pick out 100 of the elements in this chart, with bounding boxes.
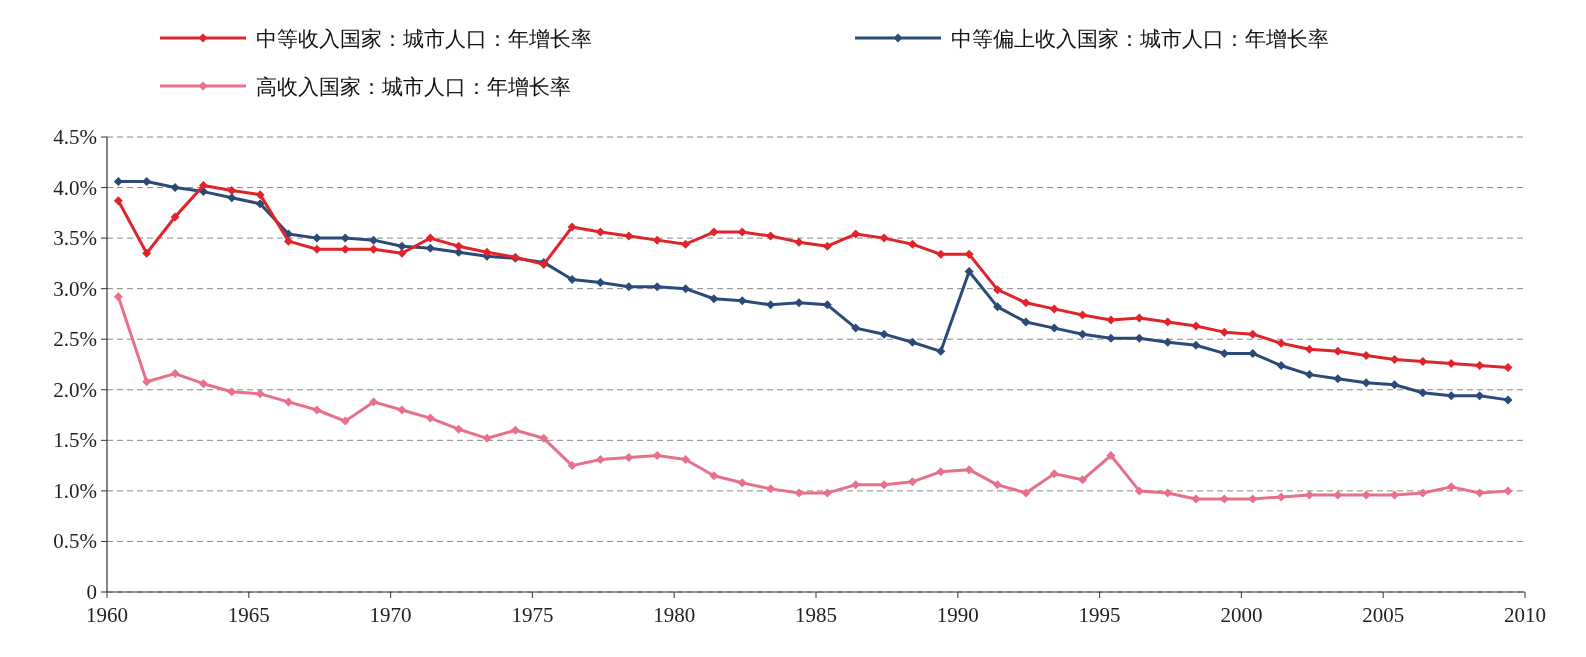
y-tick-label: 0 — [86, 580, 97, 604]
point — [1219, 348, 1229, 358]
point — [1106, 451, 1116, 460]
point — [1078, 329, 1088, 339]
point — [964, 249, 974, 259]
point — [1446, 391, 1456, 401]
point — [340, 244, 350, 254]
point — [964, 465, 974, 475]
point — [1475, 391, 1485, 401]
point — [284, 397, 293, 407]
point — [1248, 348, 1258, 358]
point — [1191, 321, 1201, 331]
point — [1163, 337, 1173, 347]
y-tick-label: 1.0% — [53, 478, 97, 503]
point — [1390, 354, 1400, 364]
x-tick-label: 1970 — [369, 603, 412, 627]
point — [454, 424, 464, 434]
point — [681, 284, 691, 294]
point — [198, 181, 208, 191]
point — [624, 231, 634, 241]
point — [766, 231, 776, 241]
point — [482, 247, 492, 257]
point — [454, 241, 464, 251]
y-tick-label: 3.0% — [53, 276, 97, 301]
point — [794, 298, 804, 308]
y-tick-label: 4.5% — [53, 125, 97, 149]
point — [1106, 333, 1116, 343]
point — [1390, 380, 1400, 390]
point — [227, 387, 237, 397]
x-tick-label: 1965 — [227, 603, 270, 627]
point — [1361, 378, 1371, 388]
point — [1446, 358, 1456, 368]
point — [397, 248, 407, 258]
point — [936, 346, 946, 356]
point — [1304, 344, 1314, 354]
point — [993, 480, 1002, 490]
point — [766, 484, 776, 494]
x-tick-label: 2010 — [1504, 603, 1546, 627]
point — [142, 176, 152, 186]
point — [425, 413, 435, 423]
point — [1021, 488, 1031, 498]
point — [1446, 482, 1456, 492]
point — [425, 233, 435, 243]
point — [340, 416, 350, 426]
x-tick-label: 1960 — [86, 603, 128, 627]
x-tick-label: 1990 — [936, 603, 979, 627]
y-tick-label: 3.5% — [53, 226, 97, 251]
x-tick-label: 1995 — [1078, 603, 1121, 627]
point — [624, 282, 634, 292]
point — [1049, 469, 1059, 479]
point — [1078, 475, 1088, 485]
point — [879, 480, 889, 490]
point — [879, 329, 889, 339]
point — [624, 453, 634, 463]
point — [879, 233, 889, 243]
y-tick-label: 0.5% — [53, 529, 97, 554]
point — [1248, 329, 1258, 339]
point — [1276, 338, 1286, 348]
point — [1021, 298, 1031, 308]
legend-label: 中等收入国家：城市人口：年增长率 — [256, 27, 592, 51]
point — [1276, 492, 1286, 502]
point — [510, 425, 520, 435]
point — [794, 237, 804, 247]
point — [567, 222, 577, 232]
point — [993, 285, 1002, 295]
point — [1191, 340, 1201, 350]
point — [1134, 486, 1144, 496]
point — [737, 478, 747, 488]
point — [1333, 346, 1343, 356]
point — [964, 266, 974, 276]
point — [369, 397, 379, 407]
point — [1219, 327, 1229, 337]
point — [595, 278, 605, 288]
point — [1503, 363, 1513, 373]
point — [539, 433, 549, 443]
point — [142, 377, 152, 387]
point — [312, 233, 322, 243]
point — [425, 243, 435, 253]
point — [227, 186, 237, 196]
x-tick-label: 1975 — [511, 603, 554, 627]
point — [681, 239, 691, 249]
point — [567, 461, 577, 471]
point — [652, 451, 662, 460]
y-tick-label: 2.0% — [53, 377, 97, 402]
point — [1049, 323, 1059, 333]
point — [113, 196, 123, 206]
point — [227, 193, 237, 203]
point — [709, 227, 719, 237]
point — [113, 292, 123, 302]
point — [397, 405, 407, 415]
point — [1418, 488, 1428, 498]
point — [907, 239, 917, 249]
point — [652, 235, 662, 245]
point — [1333, 374, 1343, 384]
point — [1503, 486, 1513, 496]
point — [1304, 370, 1314, 380]
point — [1361, 350, 1371, 360]
point — [170, 212, 180, 222]
point — [1191, 494, 1201, 504]
point — [312, 244, 322, 254]
